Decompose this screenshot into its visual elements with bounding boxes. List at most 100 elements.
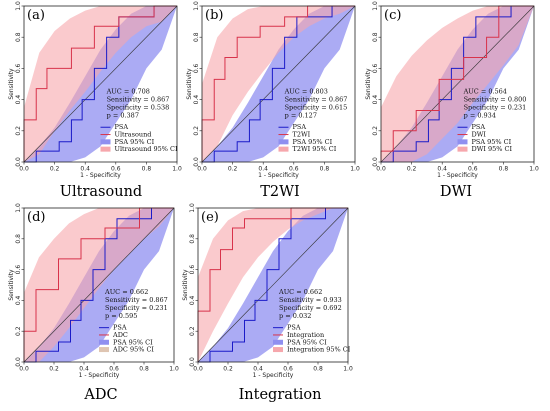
diagonal-reference-line bbox=[201, 5, 356, 163]
specificity-value: Specificity = 0.231 bbox=[105, 304, 168, 312]
x-tick-label: 1.0 bbox=[529, 166, 539, 173]
x-tick-label: 0.6 bbox=[289, 166, 299, 173]
legend-label: T2WI bbox=[293, 131, 311, 139]
legend-fill-swatch bbox=[278, 139, 289, 145]
y-tick-label: 0.8 bbox=[15, 234, 22, 244]
legend-label: ADC 95% CI bbox=[112, 346, 154, 354]
p-value: p = 0.387 bbox=[107, 111, 139, 119]
x-tick-label: 0.4 bbox=[80, 166, 90, 173]
x-tick-label: 0.8 bbox=[313, 366, 323, 373]
legend-label: PSA 95% CI bbox=[287, 338, 327, 346]
roc-curve-model bbox=[380, 5, 534, 162]
x-tick-label: 0.0 bbox=[19, 366, 29, 373]
sensitivity-value: Sensitivity = 0.933 bbox=[279, 296, 342, 304]
p-value: p = 0.934 bbox=[464, 111, 496, 119]
y-tick-label: 0.8 bbox=[15, 32, 22, 42]
legend-fill-swatch bbox=[457, 146, 468, 152]
y-tick-label: 0.8 bbox=[193, 32, 200, 42]
panel-label: (e) bbox=[201, 210, 219, 225]
x-tick-label: 0.6 bbox=[109, 366, 119, 373]
y-tick-label: 0.0 bbox=[189, 357, 196, 367]
ci-band-model bbox=[202, 6, 355, 162]
legend-label: PSA bbox=[293, 123, 307, 131]
legend-fill-swatch bbox=[100, 139, 111, 145]
y-tick-label: 0.0 bbox=[15, 157, 22, 167]
x-tick-label: 0.8 bbox=[142, 166, 152, 173]
x-axis-title: 1 - Specificity bbox=[79, 372, 120, 379]
x-axis-title: 1 - Specificity bbox=[253, 372, 294, 379]
legend-fill-swatch bbox=[99, 347, 109, 353]
legend-label: PSA bbox=[115, 123, 129, 131]
x-tick-label: 0.0 bbox=[19, 166, 29, 173]
diagonal-reference-line bbox=[23, 5, 178, 163]
x-tick-label: 0.4 bbox=[437, 166, 447, 173]
x-tick-label: 0.4 bbox=[79, 366, 89, 373]
panel-label: (a) bbox=[27, 8, 45, 23]
panel-label: (c) bbox=[384, 8, 401, 23]
x-tick-label: 0.4 bbox=[253, 366, 263, 373]
legend-fill-swatch bbox=[99, 339, 109, 345]
x-tick-label: 0.2 bbox=[49, 366, 59, 373]
plot-frame bbox=[197, 207, 349, 363]
y-tick-label: 0.8 bbox=[372, 32, 379, 42]
diagonal-reference-line bbox=[197, 207, 349, 363]
roc-curve-model bbox=[197, 207, 348, 362]
ci-band-model bbox=[24, 6, 177, 162]
x-tick-label: 0.2 bbox=[407, 166, 417, 173]
y-tick-label: 0.2 bbox=[189, 326, 196, 336]
panel-caption: Ultrasound bbox=[60, 184, 142, 200]
y-axis-title: Sensitivity bbox=[182, 269, 189, 301]
legend-label: PSA 95% CI bbox=[293, 138, 333, 146]
y-tick-label: 1.0 bbox=[189, 203, 196, 213]
legend-fill-swatch bbox=[100, 146, 111, 152]
y-axis-title: Sensitivity bbox=[186, 68, 193, 100]
y-tick-label: 0.4 bbox=[189, 295, 196, 305]
x-tick-label: 0.0 bbox=[193, 366, 203, 373]
legend-label: Ultrasound bbox=[115, 131, 152, 139]
y-tick-label: 1.0 bbox=[193, 1, 200, 11]
x-tick-label: 1.0 bbox=[350, 166, 360, 173]
y-tick-label: 0.4 bbox=[15, 95, 22, 105]
auc-value: AUC = 0.803 bbox=[284, 87, 328, 95]
diagonal-reference-line bbox=[380, 5, 535, 163]
legend-label: PSA bbox=[472, 123, 486, 131]
panel-caption: DWI bbox=[440, 184, 472, 200]
legend-label: ADC bbox=[112, 331, 128, 339]
legend-label: DWI bbox=[472, 131, 487, 139]
sensitivity-value: Sensitivity = 0.867 bbox=[285, 95, 348, 103]
x-tick-label: 0.8 bbox=[320, 166, 330, 173]
roc-curve-psa bbox=[24, 207, 174, 363]
x-tick-label: 0.8 bbox=[139, 366, 149, 373]
legend-fill-swatch bbox=[278, 146, 289, 152]
x-axis-title: 1 - Specificity bbox=[437, 172, 478, 179]
roc-curve-model bbox=[23, 5, 177, 162]
y-axis-title: Sensitivity bbox=[8, 68, 15, 100]
y-tick-label: 0.2 bbox=[15, 126, 22, 136]
auc-value: AUC = 0.708 bbox=[106, 87, 150, 95]
sensitivity-value: Sensitivity = 0.867 bbox=[105, 296, 168, 304]
y-tick-label: 0.4 bbox=[372, 95, 379, 105]
y-tick-label: 0.0 bbox=[193, 157, 200, 167]
x-tick-label: 0.6 bbox=[283, 366, 293, 373]
specificity-value: Specificity = 0.615 bbox=[285, 103, 348, 111]
y-axis-title: Sensitivity bbox=[8, 269, 15, 301]
y-tick-label: 0.2 bbox=[15, 326, 22, 336]
y-tick-label: 0.6 bbox=[193, 63, 200, 73]
panel-label: (d) bbox=[27, 210, 45, 225]
x-tick-label: 0.0 bbox=[197, 166, 207, 173]
panel-caption: ADC bbox=[83, 387, 117, 403]
legend-label: PSA 95% CI bbox=[113, 338, 153, 346]
x-tick-label: 0.4 bbox=[258, 166, 268, 173]
y-tick-label: 0.0 bbox=[372, 157, 379, 167]
x-tick-label: 0.6 bbox=[468, 166, 478, 173]
sensitivity-value: Sensitivity = 0.867 bbox=[107, 95, 170, 103]
ci-band-model bbox=[198, 208, 348, 362]
y-tick-label: 0.0 bbox=[15, 357, 22, 367]
x-tick-label: 0.2 bbox=[228, 166, 238, 173]
legend-label: PSA bbox=[287, 324, 301, 332]
plot-frame bbox=[23, 207, 175, 363]
roc-panel-5: 0.0 0.2 0.4 0.6 0.8 1.0 0.0 0.2 0.4 0.6 0.8 1.0 1 - … bbox=[182, 203, 353, 403]
sensitivity-value: Sensitivity = 0.800 bbox=[464, 95, 527, 103]
x-tick-label: 0.6 bbox=[111, 166, 121, 173]
plot-frame bbox=[23, 5, 178, 163]
